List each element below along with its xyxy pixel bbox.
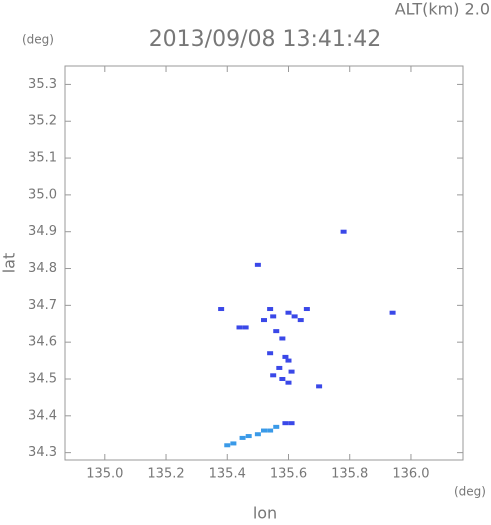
y-tick-label: 34.3 xyxy=(28,445,57,460)
y-axis-label: lat xyxy=(0,253,19,274)
y-tick-label: 34.9 xyxy=(28,224,57,239)
echo-point xyxy=(261,428,267,433)
echo-point xyxy=(267,351,274,356)
y-tick-label: 35.3 xyxy=(28,77,57,92)
echo-point xyxy=(267,428,274,433)
echo-point xyxy=(282,354,289,359)
echo-point xyxy=(279,376,286,381)
y-tick-label: 34.4 xyxy=(28,408,57,423)
echo-point xyxy=(340,229,347,234)
x-unit: (deg) xyxy=(454,485,486,499)
echo-point xyxy=(273,329,280,334)
subtitle: ALT(km) 2.0 xyxy=(395,0,490,19)
echo-point xyxy=(254,432,261,437)
x-tick-label: 135.4 xyxy=(209,467,246,482)
echo-point xyxy=(267,307,274,312)
y-tick-label: 34.8 xyxy=(28,261,57,276)
echo-point xyxy=(242,325,249,330)
echo-point xyxy=(285,358,292,363)
plot-frame xyxy=(64,65,464,461)
echo-point xyxy=(270,314,277,319)
echo-point xyxy=(282,421,289,426)
y-unit: (deg) xyxy=(22,33,54,47)
y-tick-label: 35.2 xyxy=(28,114,57,129)
echo-point xyxy=(297,318,304,323)
echo-point xyxy=(218,307,225,312)
x-tick-label: 135.2 xyxy=(147,467,184,482)
x-axis-label: lon xyxy=(253,504,277,522)
echo-point xyxy=(288,421,295,426)
echo-point xyxy=(230,441,237,446)
echo-point xyxy=(279,336,286,341)
echo-point xyxy=(291,314,298,319)
echo-point xyxy=(303,307,310,312)
echo-point xyxy=(285,380,292,385)
y-tick-label: 35.1 xyxy=(28,151,57,166)
echo-point xyxy=(245,434,252,439)
y-tick-label: 34.7 xyxy=(28,298,57,313)
echo-point xyxy=(285,310,292,315)
echo-point xyxy=(261,318,267,323)
echo-point xyxy=(224,443,231,448)
x-tick-label: 135.8 xyxy=(331,467,368,482)
echo-point xyxy=(239,435,246,440)
echo-point xyxy=(270,373,277,378)
echo-point xyxy=(288,369,295,374)
echo-point xyxy=(316,384,323,389)
x-tick-label: 135.0 xyxy=(86,467,123,482)
y-tick-label: 35.0 xyxy=(28,187,57,202)
echo-point xyxy=(276,365,283,370)
x-tick-label: 136.0 xyxy=(392,467,429,482)
y-tick-label: 34.6 xyxy=(28,335,57,350)
echo-point xyxy=(273,424,280,429)
echo-point xyxy=(254,262,261,267)
echo-point xyxy=(236,325,243,330)
echo-point xyxy=(389,310,396,315)
y-tick-label: 34.5 xyxy=(28,371,57,386)
chart-title: 2013/09/08 13:41:42 xyxy=(149,27,382,52)
x-tick-label: 135.6 xyxy=(270,467,307,482)
